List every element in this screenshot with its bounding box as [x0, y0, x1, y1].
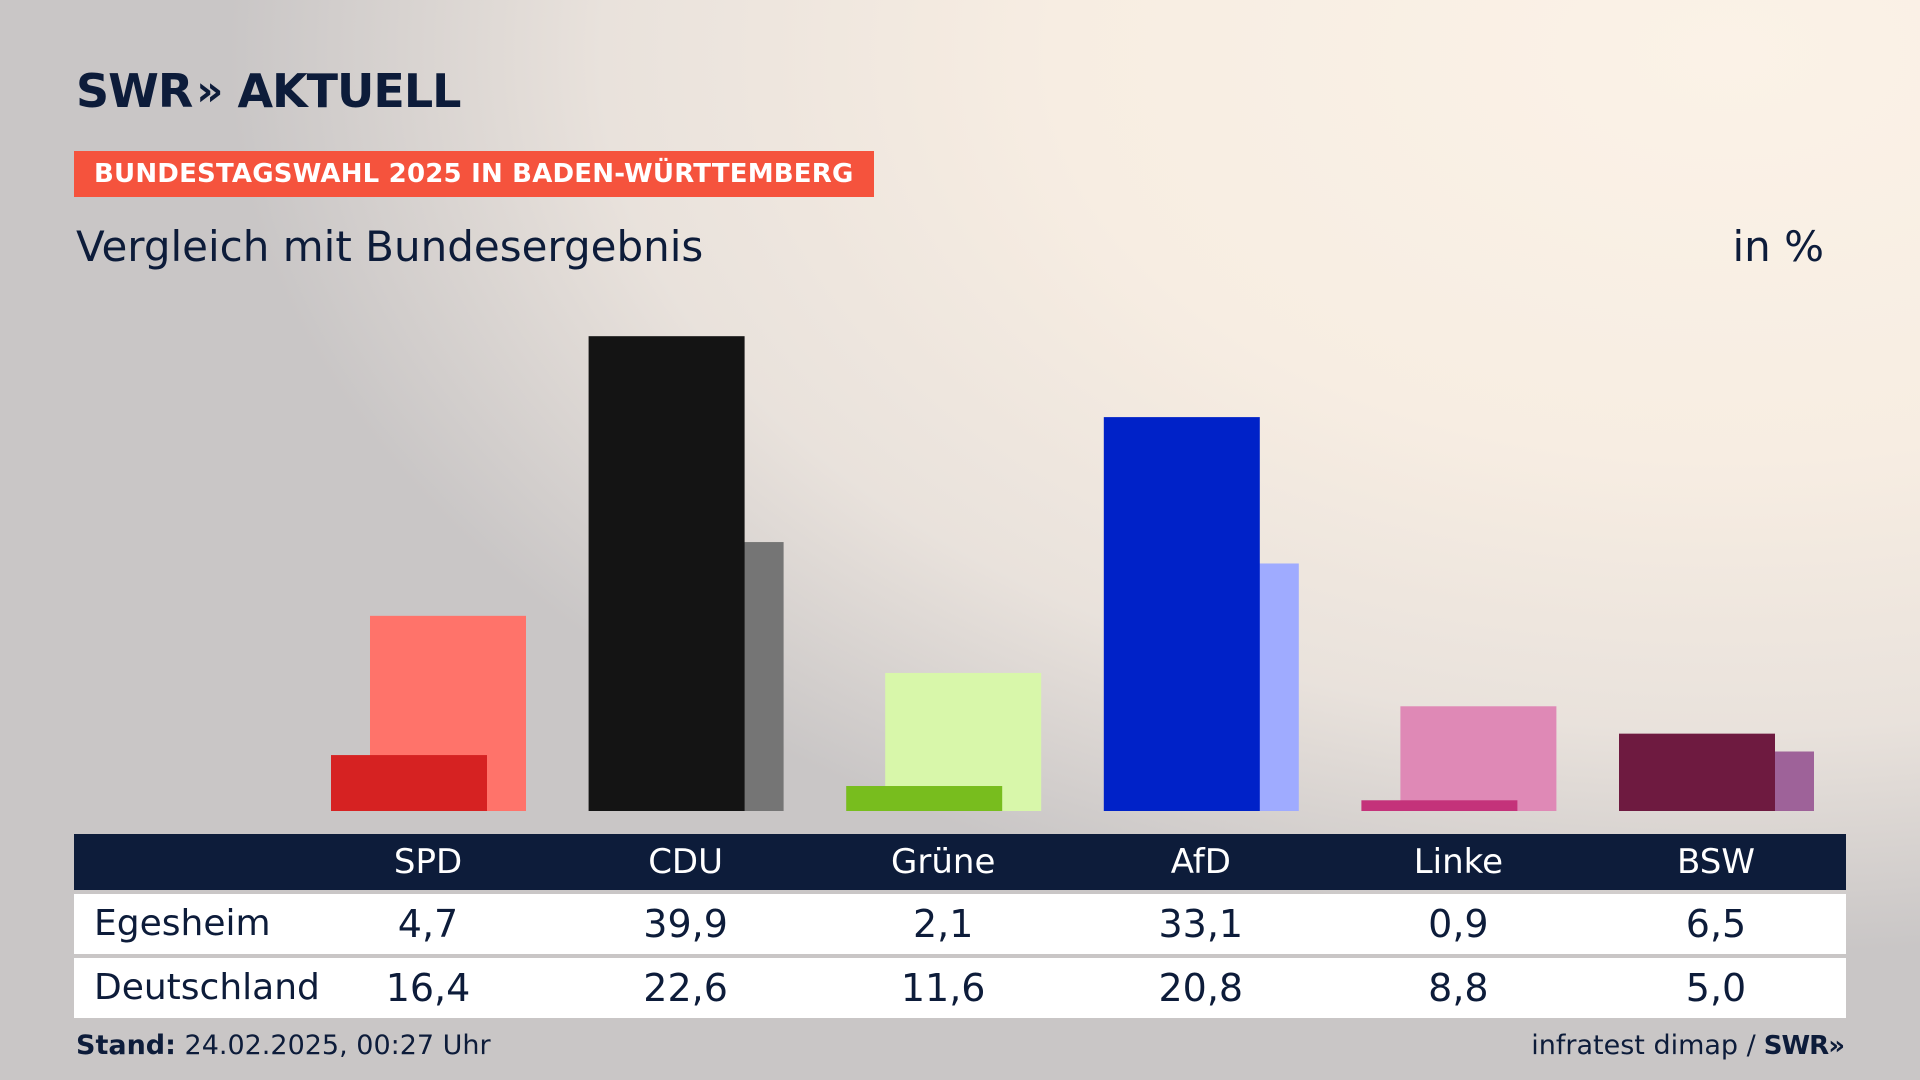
- row-label-egesheim: Egesheim: [94, 903, 271, 944]
- value-deutschland-cdu: 22,6: [643, 966, 728, 1010]
- election-banner: BUNDESTAGSWAHL 2025 IN BADEN-WÜRTTEMBERG: [74, 151, 874, 197]
- row-label-deutschland: Deutschland: [94, 967, 320, 1008]
- bar-egesheim-cdu: [588, 336, 745, 811]
- bar-egesheim-linke: [1361, 800, 1518, 811]
- value-deutschland-bsw: 5,0: [1685, 966, 1747, 1010]
- table-header: SPD CDU Grüne AfD Linke BSW: [74, 834, 1846, 890]
- source-credit: infratest dimap / SWR»: [1531, 1030, 1845, 1061]
- party-header-linke: Linke: [1413, 842, 1504, 882]
- chart-subtitle: Vergleich mit Bundesergebnis: [76, 222, 704, 271]
- value-egesheim-afd: 33,1: [1158, 902, 1244, 946]
- party-header-bsw: BSW: [1677, 842, 1755, 882]
- value-egesheim-spd: 4,7: [397, 902, 459, 946]
- logo-swr: SWR: [76, 64, 193, 118]
- table-row: Egesheim 4,7 39,9 2,1 33,1 0,9 6,5: [74, 894, 1846, 954]
- source-text: infratest dimap /: [1531, 1030, 1756, 1061]
- party-header-cdu: CDU: [648, 842, 723, 882]
- value-deutschland-afd: 20,8: [1158, 966, 1244, 1010]
- stand-label: Stand:: [76, 1030, 176, 1061]
- party-header-spd: SPD: [393, 842, 463, 882]
- party-header-grüne: Grüne: [891, 842, 996, 882]
- value-egesheim-linke: 0,9: [1428, 902, 1489, 946]
- bar-chart: [331, 336, 1814, 811]
- logo-aktuell: AKTUELL: [237, 64, 461, 118]
- value-egesheim-grüne: 2,1: [912, 902, 974, 946]
- timestamp: Stand: 24.02.2025, 00:27 Uhr: [76, 1030, 491, 1061]
- table-row: Deutschland 16,4 22,6 11,6 20,8 8,8 5,0: [74, 958, 1846, 1018]
- swr-mini-logo: SWR»: [1763, 1030, 1845, 1061]
- unit-label: in %: [1732, 222, 1824, 271]
- bar-egesheim-bsw: [1619, 733, 1775, 811]
- value-egesheim-cdu: 39,9: [643, 902, 728, 946]
- bar-egesheim-grüne: [846, 786, 1003, 811]
- value-deutschland-spd: 16,4: [385, 966, 471, 1010]
- bar-deutschland-linke: [1400, 706, 1557, 811]
- results-table: SPD CDU Grüne AfD Linke BSW Egesheim 4,7 39,9 2…: [74, 834, 1846, 1018]
- party-header-afd: AfD: [1170, 842, 1231, 882]
- stand-value: 24.02.2025, 00:27 Uhr: [184, 1030, 491, 1061]
- swr-aktuell-logo: SWR » AKTUELL: [76, 64, 461, 118]
- value-deutschland-grüne: 11,6: [900, 966, 986, 1010]
- bar-egesheim-afd: [1103, 417, 1260, 811]
- value-deutschland-linke: 8,8: [1428, 966, 1489, 1010]
- value-egesheim-bsw: 6,5: [1685, 902, 1747, 946]
- bar-egesheim-spd: [331, 755, 487, 811]
